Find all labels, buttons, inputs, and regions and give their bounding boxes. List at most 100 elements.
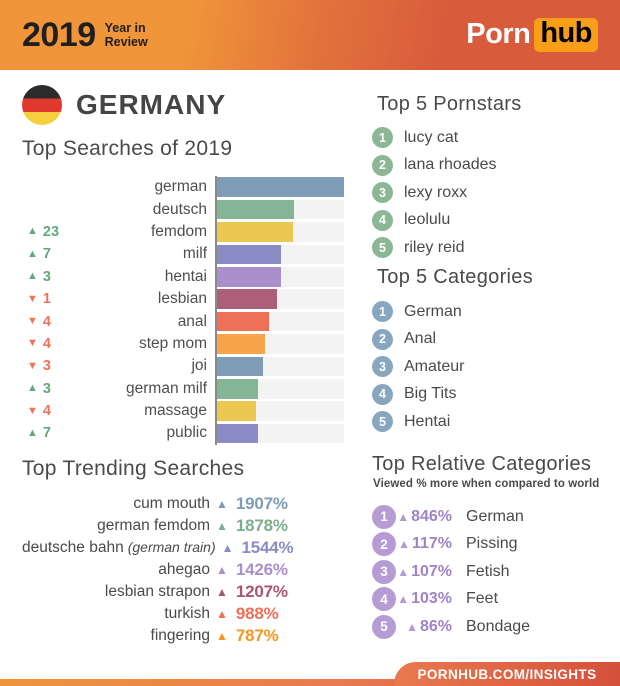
rank-number-badge: 3: [372, 356, 393, 378]
bar-fill: [217, 289, 277, 309]
bar-track-wrap: [217, 311, 344, 332]
bar-track: [217, 334, 344, 354]
country-name: GERMANY: [76, 89, 227, 120]
year-in-review-label: Year in Review: [105, 21, 148, 49]
search-bar-row: ▼ 4 anal: [22, 310, 344, 332]
top-searches-title: Top Searches of 2019: [22, 137, 233, 160]
bar-fill: [217, 401, 257, 421]
rank-change-value: 1: [42, 291, 51, 308]
bar-track-wrap: [217, 177, 344, 197]
relative-category-name: Bondage: [466, 617, 531, 635]
search-bar-row: ▼ 1 lesbian: [22, 288, 344, 310]
year-label: 2019: [22, 15, 96, 54]
bar-track-wrap: [217, 244, 344, 265]
up-triangle-icon: ▲: [27, 225, 38, 238]
search-term-label: massage: [144, 402, 207, 420]
bar-track: [217, 266, 344, 287]
trending-percent: 988%: [235, 604, 279, 623]
trending-term-text: turkish: [164, 605, 210, 622]
relative-category-name: Feet: [466, 590, 499, 608]
rank-change-indicator: ▼ 4: [22, 314, 64, 330]
pornstar-name: lucy cat: [404, 128, 459, 146]
trending-title: Top Trending Searches: [22, 457, 245, 480]
trending-term: turkish: [22, 605, 216, 623]
category-row: 1 German: [372, 298, 598, 326]
rank-change-value: 4: [42, 313, 51, 330]
rank-change-indicator: ▼ 4: [22, 336, 64, 352]
bar-track: [217, 401, 344, 421]
up-triangle-icon: ▲: [27, 382, 38, 395]
trending-row: ahegao ▲ 1426%: [22, 559, 344, 581]
trending-term: deutsche bahn (german train): [22, 539, 222, 557]
up-triangle-icon: ▲: [398, 537, 410, 552]
trending-percent-cell: ▲ 787%: [216, 626, 344, 646]
up-triangle-icon: ▲: [397, 564, 410, 579]
relative-category-row: 2 ▲ 117% Pissing: [372, 531, 598, 559]
category-name: Amateur: [404, 357, 465, 375]
pornstar-row: 2 lana rhoades: [372, 152, 598, 180]
search-term-label: german: [154, 178, 207, 196]
relative-title: Top Relative Categories: [372, 453, 592, 475]
rank-change-value: 4: [42, 335, 51, 352]
pornhub-logo: Porn hub: [466, 17, 598, 52]
up-triangle-icon: ▲: [397, 509, 410, 524]
rank-change-value: 3: [42, 268, 51, 285]
up-triangle-icon: ▲: [216, 585, 228, 599]
rank-change-indicator: ▲ 3: [22, 269, 64, 285]
up-triangle-icon: ▲: [27, 247, 38, 260]
rank-change-value: 7: [42, 425, 51, 442]
trending-term: fingering: [22, 627, 216, 645]
up-triangle-icon: ▲: [406, 619, 418, 634]
up-triangle-icon: ▲: [27, 270, 38, 283]
up-triangle-icon: ▲: [216, 497, 228, 511]
bar-track-wrap: [217, 356, 344, 377]
rank-change-value: 4: [42, 403, 51, 420]
bar-fill: [217, 311, 270, 332]
search-bar-row: ▲ 3 german milf: [22, 378, 344, 400]
pornstar-row: 3 lexy roxx: [372, 179, 598, 207]
trending-percent: 1544%: [241, 538, 294, 557]
bar-fill: [217, 356, 263, 377]
relative-percent: 86%: [419, 617, 452, 635]
trending-percent: 787%: [235, 626, 279, 645]
bar-fill: [217, 222, 294, 242]
chart-axis-line: [215, 176, 217, 445]
search-term-label: lesbian: [157, 290, 207, 308]
relative-percent: 103%: [411, 590, 452, 608]
relative-percent-group: ▲ 117%: [396, 535, 452, 553]
logo-porn-text: Porn: [466, 18, 531, 51]
pornstar-name: riley reid: [404, 238, 465, 256]
search-term-label: german milf: [126, 379, 207, 397]
trending-percent-cell: ▲ 1907%: [216, 494, 344, 514]
down-triangle-icon: ▼: [27, 359, 38, 372]
trending-row: deutsche bahn (german train) ▲ 1544%: [22, 537, 344, 559]
pornstar-name: lana rhoades: [404, 156, 497, 174]
rank-number-badge: 5: [372, 411, 393, 433]
header-banner: 2019 Year in Review Porn hub: [0, 0, 620, 70]
pornstar-row: 5 riley reid: [372, 234, 598, 262]
relative-percent-group: ▲ 846%: [396, 508, 452, 526]
down-triangle-icon: ▼: [27, 337, 38, 350]
rank-number-badge: 4: [372, 209, 393, 231]
relative-percent-group: ▲ 103%: [396, 590, 452, 608]
relative-percent-group: ▲ 86%: [396, 618, 452, 636]
relative-percent: 107%: [411, 562, 452, 580]
bar-track-wrap: [217, 289, 344, 309]
bar-track: [217, 423, 344, 444]
bar-fill: [217, 266, 281, 287]
rank-change-value: 3: [42, 358, 51, 375]
bar-track-wrap: [217, 266, 344, 287]
up-triangle-icon: ▲: [216, 519, 228, 533]
footer-url-tab: PORNHUB.COM/INSIGHTS: [394, 662, 620, 686]
search-bar-row: ▲ 7 public: [22, 422, 344, 444]
relative-category-name: German: [466, 507, 524, 525]
search-bar-row: deutsch: [22, 198, 344, 220]
tagline-line1: Year in: [104, 21, 146, 35]
up-triangle-icon: ▲: [27, 426, 38, 439]
trending-row: lesbian strapon ▲ 1207%: [22, 581, 344, 603]
pornstar-name: leolulu: [404, 211, 451, 229]
search-bar-row: ▲ 3 hentai: [22, 266, 344, 288]
trending-term-text: fingering: [150, 627, 210, 644]
bar-track-wrap: [217, 199, 344, 220]
up-triangle-icon: ▲: [216, 629, 228, 643]
